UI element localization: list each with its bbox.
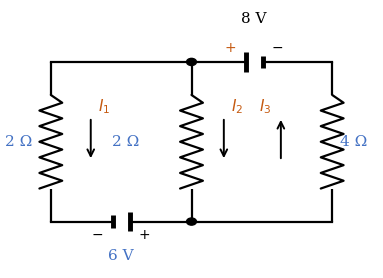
Text: +: + (225, 41, 236, 55)
Text: 2 Ω: 2 Ω (5, 135, 33, 149)
Text: 4 Ω: 4 Ω (340, 135, 367, 149)
Circle shape (187, 58, 196, 66)
Text: 2 Ω: 2 Ω (112, 135, 139, 149)
Circle shape (187, 218, 196, 225)
Text: −: − (92, 228, 103, 242)
Text: $I_2$: $I_2$ (231, 97, 244, 116)
Text: $I_3$: $I_3$ (259, 97, 271, 116)
Text: $I_1$: $I_1$ (98, 97, 111, 116)
Text: 6 V: 6 V (108, 249, 134, 263)
Text: 8 V: 8 V (242, 13, 267, 26)
Text: +: + (139, 228, 151, 242)
Text: −: − (272, 41, 284, 55)
